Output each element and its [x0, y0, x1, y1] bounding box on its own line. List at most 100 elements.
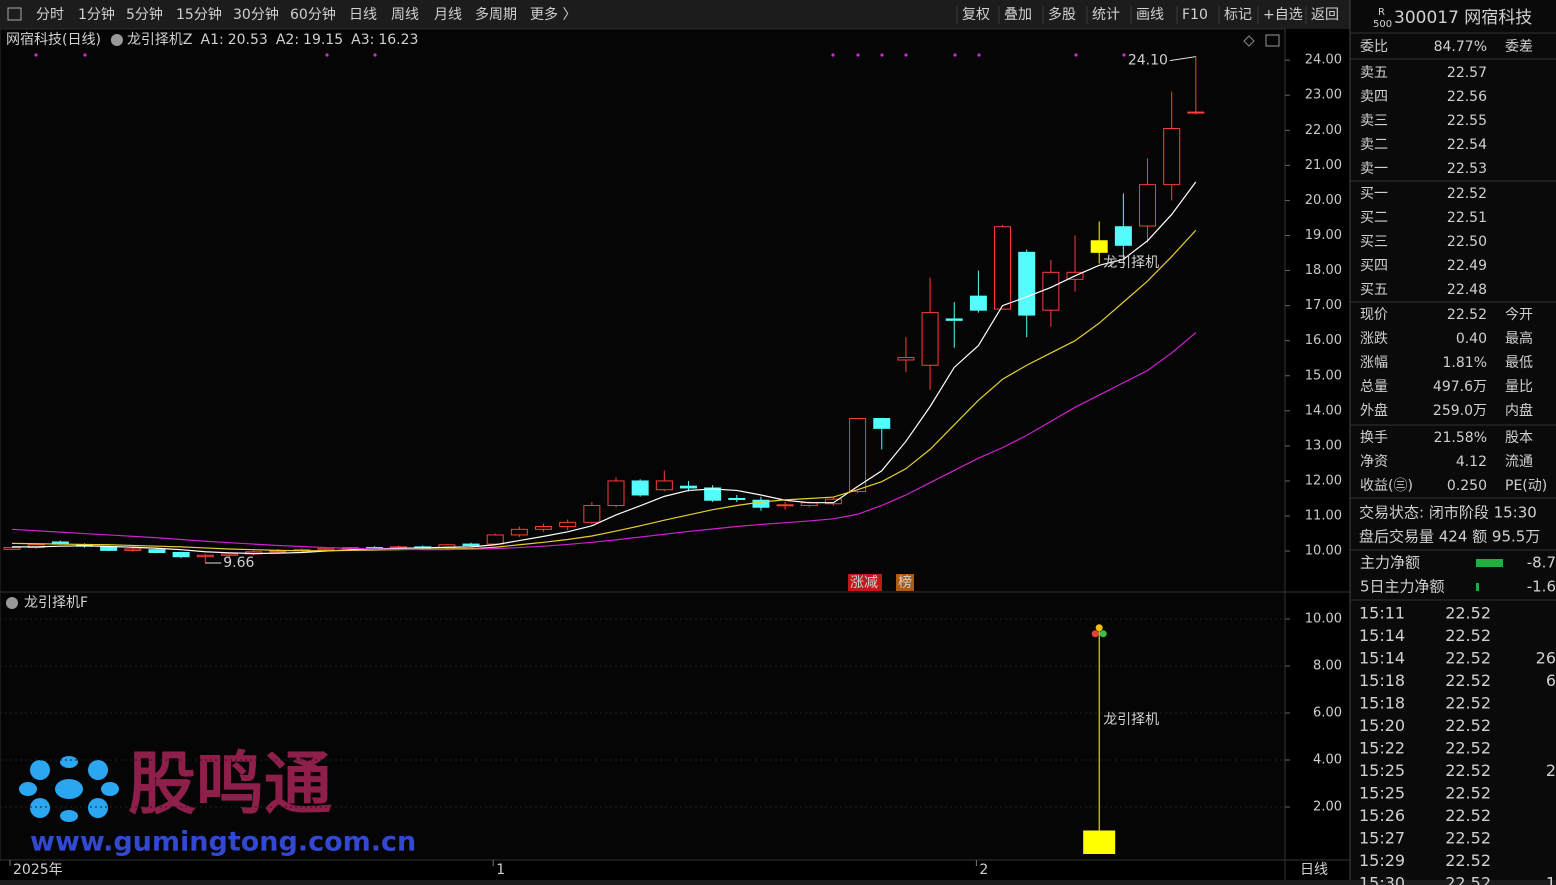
- y-tick-label: 23.00: [1305, 88, 1342, 103]
- candle-body: [1163, 128, 1181, 186]
- toolbar-tab[interactable]: 60分钟: [290, 6, 336, 23]
- candle-body: [1018, 251, 1036, 316]
- trade-volume: 26: [1536, 649, 1556, 668]
- diamond-icon[interactable]: [1243, 35, 1255, 47]
- stat-value: 1.81%: [1443, 355, 1487, 371]
- stat-label: 现价: [1360, 307, 1388, 323]
- legend-value: 20.53: [228, 32, 268, 48]
- trade-time: 15:25: [1359, 761, 1405, 780]
- logo: [19, 756, 119, 822]
- toolbar-tab[interactable]: 分时: [36, 7, 64, 23]
- book-price: 22.54: [1447, 137, 1487, 153]
- tag-bg: [896, 574, 914, 591]
- y-tick-label: 10.00: [1305, 612, 1342, 627]
- menu-icon[interactable]: [7, 7, 22, 21]
- candle-body: [559, 521, 577, 528]
- toolbar-tab[interactable]: 30分钟: [233, 6, 279, 23]
- toolbar-button[interactable]: 叠加: [1004, 7, 1032, 23]
- trade-time: 15:27: [1359, 829, 1405, 848]
- trade-price: 22.52: [1445, 851, 1491, 870]
- after-hours: 盘后交易量 424 额 95.5万: [1359, 528, 1540, 546]
- candle-body: [196, 554, 214, 558]
- indicator-icon[interactable]: [6, 597, 18, 609]
- toolbar-button[interactable]: 统计: [1092, 7, 1120, 23]
- candle-body: [148, 549, 166, 553]
- stock-code: 300017 网宿科技: [1394, 8, 1532, 28]
- toolbar-button[interactable]: 返回: [1311, 7, 1339, 23]
- y-tick-label: 11.00: [1305, 509, 1342, 524]
- trade-time: 15:29: [1359, 851, 1405, 870]
- toolbar-button[interactable]: 复权: [962, 6, 990, 23]
- candle-body: [631, 480, 649, 496]
- toolbar-button[interactable]: 多股: [1048, 6, 1076, 23]
- toolbar-tab[interactable]: 周线: [391, 7, 419, 23]
- stat-value: 497.6万: [1433, 379, 1487, 395]
- book-label: 买二: [1360, 210, 1388, 226]
- chart-title: 网宿科技(日线): [6, 31, 101, 48]
- trade-time: 15:25: [1359, 784, 1405, 803]
- ma-line: [11, 229, 1197, 552]
- toolbar-tab[interactable]: 15分钟: [176, 6, 222, 23]
- badge: R: [1378, 7, 1385, 18]
- book-label: 卖五: [1360, 65, 1388, 81]
- book-price: 22.49: [1447, 258, 1487, 274]
- toolbar-tab[interactable]: 日线: [349, 7, 377, 23]
- book-price: 22.57: [1447, 65, 1487, 81]
- book-price: 22.55: [1447, 113, 1487, 129]
- book-label: 卖四: [1360, 89, 1388, 105]
- y-tick-label: 17.00: [1305, 298, 1342, 313]
- candle-body: [921, 312, 939, 366]
- period-label: 日线: [1300, 862, 1328, 878]
- watermark-brand: 股鸣通: [128, 745, 332, 825]
- toolbar-button[interactable]: 标记: [1224, 7, 1252, 23]
- candle-body: [510, 528, 528, 536]
- candle-body: [776, 504, 794, 507]
- stat-label: 股本: [1505, 430, 1533, 446]
- y-tick-label: 24.00: [1305, 53, 1342, 68]
- flow-bar: [1476, 583, 1479, 591]
- book-price: 22.53: [1447, 161, 1487, 177]
- toolbar-tab[interactable]: 月线: [434, 7, 462, 23]
- signal-ball: [1099, 630, 1107, 638]
- trade-status: 交易状态: 闭市阶段 15:30: [1359, 504, 1537, 522]
- toolbar-button[interactable]: 画线: [1136, 7, 1164, 23]
- signal-dots: [34, 53, 1126, 57]
- trade-time: 15:18: [1359, 671, 1405, 690]
- toolbar-tab[interactable]: 多周期: [475, 6, 517, 23]
- stat-label: 净资: [1360, 454, 1388, 470]
- book-price: 22.51: [1447, 210, 1487, 226]
- stat-label: 最低: [1505, 355, 1533, 371]
- toolbar-tab[interactable]: 5分钟: [126, 6, 163, 23]
- indicator-icon[interactable]: [110, 34, 123, 46]
- stat-label: 涨幅: [1360, 355, 1388, 371]
- trade-price: 22.52: [1445, 649, 1491, 668]
- panel-icon[interactable]: [1265, 34, 1280, 47]
- candle-body: [3, 547, 21, 550]
- trade-time: 15:14: [1359, 649, 1405, 668]
- toolbar: [0, 0, 1350, 29]
- toolbar-button[interactable]: +自选: [1263, 7, 1303, 23]
- stat-label: 内盘: [1505, 402, 1533, 419]
- x-tick-label: 2: [979, 862, 988, 878]
- toolbar-tab[interactable]: 1分钟: [78, 6, 115, 23]
- stat-value: 22.52: [1447, 307, 1487, 323]
- flow-label: 5日主力净额: [1360, 578, 1445, 596]
- y-tick-label: 2.00: [1313, 800, 1342, 815]
- trade-price: 22.52: [1445, 784, 1491, 803]
- toolbar-button[interactable]: F10: [1182, 7, 1208, 23]
- book-label: 买五: [1360, 282, 1388, 298]
- trade-price: 22.52: [1445, 739, 1491, 758]
- toolbar-tab[interactable]: 更多 〉: [530, 6, 576, 23]
- book-label: 卖三: [1360, 113, 1388, 129]
- book-label: 买三: [1360, 234, 1388, 250]
- row-label: 委差: [1505, 39, 1533, 55]
- trade-time: 15:20: [1359, 716, 1405, 735]
- candle-body: [1042, 271, 1060, 311]
- stat-label: PE(动): [1505, 478, 1547, 494]
- bottom-strip: [0, 880, 1556, 885]
- flow-value: -8.7: [1527, 554, 1556, 572]
- y-tick-label: 12.00: [1305, 473, 1342, 488]
- stat-label: 总量: [1360, 379, 1388, 395]
